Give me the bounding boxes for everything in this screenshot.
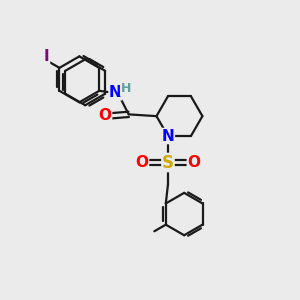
Text: O: O [136,155,148,170]
Text: N: N [162,128,174,143]
Text: O: O [99,108,112,123]
Text: H: H [121,82,131,95]
Text: S: S [162,154,174,172]
Text: I: I [44,50,50,64]
Text: O: O [188,155,200,170]
Text: N: N [109,85,122,100]
